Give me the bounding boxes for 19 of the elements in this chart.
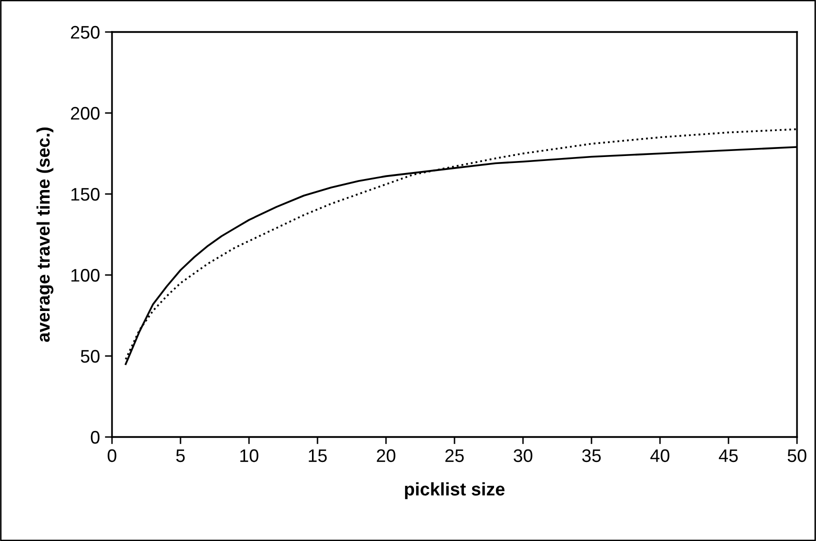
x-tick-label: 20 <box>376 449 396 462</box>
x-tick-label: 35 <box>582 449 601 462</box>
y-axis-title: average travel time (sec.) <box>36 128 54 342</box>
x-tick-label: 45 <box>718 449 738 462</box>
y-tick-label: 100 <box>71 268 100 282</box>
y-tick-label: 0 <box>90 430 100 444</box>
x-tick-label: 40 <box>650 449 670 462</box>
y-tick-label: 150 <box>71 188 100 201</box>
y-tick-label: 50 <box>80 350 100 363</box>
x-tick-label: 5 <box>176 449 185 462</box>
y-tick-label: 250 <box>70 26 100 39</box>
x-tick-label: 25 <box>445 449 464 462</box>
x-tick-label: 30 <box>514 449 532 462</box>
x-tick-label: 50 <box>788 449 806 462</box>
x-tick-label: 15 <box>308 449 327 462</box>
x-tick-label: 10 <box>240 449 258 462</box>
x-axis-title: picklist size <box>405 482 505 500</box>
x-tick-label: 0 <box>108 449 116 462</box>
y-tick-label: 200 <box>70 106 100 120</box>
